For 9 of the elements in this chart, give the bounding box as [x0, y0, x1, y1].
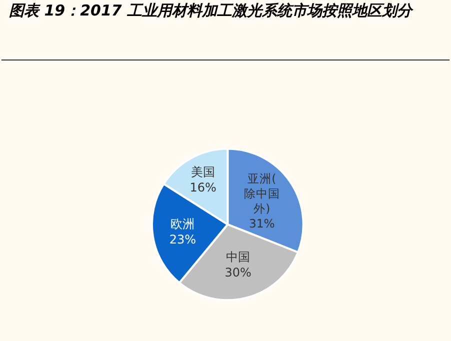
data-label: 30% — [224, 266, 252, 280]
chart-title: 图表 19：2017 工业用材料加工激光系统市场按照地区划分 — [9, 2, 414, 20]
slice-label: 美国 — [191, 164, 216, 179]
slice-label: 中国 — [226, 250, 250, 264]
data-label: 31% — [248, 216, 275, 231]
data-label: 23% — [169, 232, 196, 246]
data-label: 16% — [190, 180, 216, 194]
slice-label: 亚洲(除中国外) — [244, 171, 280, 216]
slice-label: 欧洲 — [170, 216, 195, 231]
